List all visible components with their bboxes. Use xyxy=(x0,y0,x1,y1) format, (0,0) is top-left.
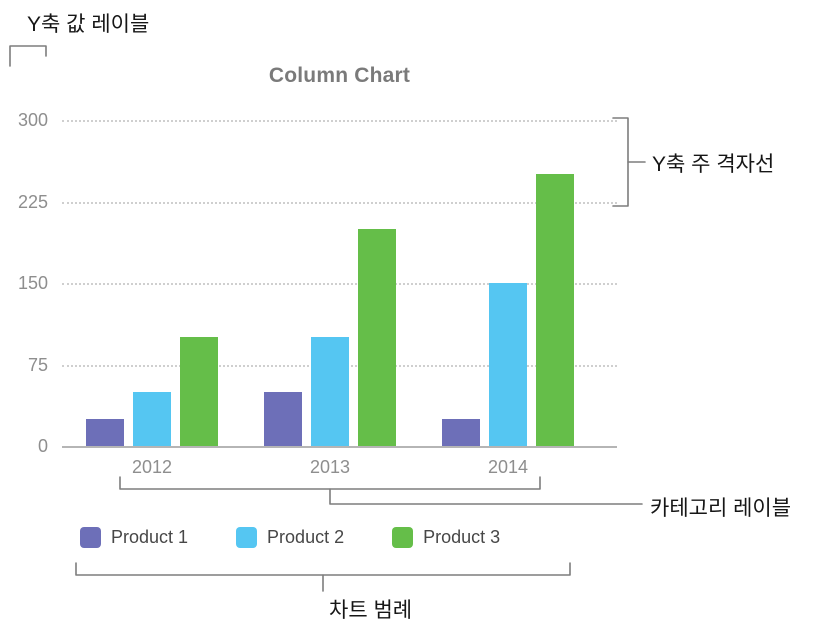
bar-product-3-2014 xyxy=(536,174,574,446)
legend-item-product-2: Product 2 xyxy=(236,527,344,548)
bar-product-3-2012 xyxy=(180,337,218,446)
y-gridlines-bracket xyxy=(612,117,629,207)
bar-product-2-2013 xyxy=(311,337,349,446)
y-axis-tick-label: 75 xyxy=(27,354,48,375)
y-axis-tick-label: 0 xyxy=(37,436,48,456)
legend-swatch xyxy=(236,527,258,548)
gridline-225 xyxy=(62,201,617,204)
category-label-2012: 2012 xyxy=(131,457,173,477)
bar-product-2-2012 xyxy=(133,391,171,446)
legend-label: Product 1 xyxy=(111,527,189,547)
y-axis-tick-label: 225 xyxy=(17,191,48,212)
chart-title: Column Chart xyxy=(268,64,411,87)
legend-item-product-3: Product 3 xyxy=(392,527,500,548)
y-axis-tick-label: 150 xyxy=(17,273,48,293)
legend-swatch xyxy=(80,527,101,548)
chart-legend-annotation: 차트 범례 xyxy=(329,599,413,622)
category-labels-annotation: 카테고리 레이블 xyxy=(650,497,792,520)
category-label-2014: 2014 xyxy=(487,457,529,477)
x-axis-baseline xyxy=(62,446,617,448)
legend-item-product-1: Product 1 xyxy=(80,527,188,548)
y-axis-tick-label: 300 xyxy=(17,110,48,130)
y-axis-value-bracket xyxy=(9,45,47,67)
bar-product-1-2013 xyxy=(264,391,302,446)
y-axis-gridlines-annotation: Y축 주 격자선 xyxy=(652,153,775,176)
gridline-300 xyxy=(62,120,617,122)
category-label-2013: 2013 xyxy=(309,457,351,477)
y-axis-value-label-annotation: Y축 값 레이블 xyxy=(27,13,150,36)
gridline-150 xyxy=(62,283,617,285)
legend-bracket xyxy=(75,562,571,576)
bar-product-1-2012 xyxy=(86,418,124,446)
bar-product-1-2014 xyxy=(442,418,480,446)
bar-product-2-2014 xyxy=(489,283,527,446)
legend-swatch xyxy=(392,527,414,548)
legend-label: Product 3 xyxy=(423,527,501,547)
chart-legend: Product 1 Product 2 Product 3 xyxy=(80,527,500,548)
bar-product-3-2013 xyxy=(358,228,396,446)
legend-label: Product 2 xyxy=(267,527,345,547)
category-labels-bracket xyxy=(119,476,541,490)
category-labels-bracket-stem xyxy=(329,488,643,505)
